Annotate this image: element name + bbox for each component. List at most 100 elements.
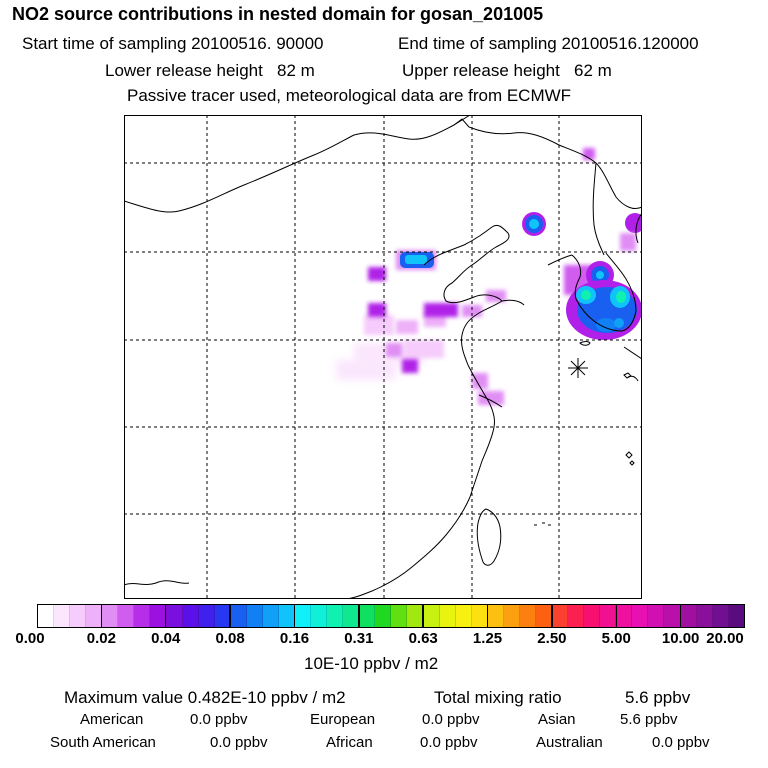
map-panel [124, 115, 642, 599]
colorbar-swatch [519, 605, 536, 627]
colorbar-tick-label: 0.63 [408, 630, 438, 647]
islets [534, 522, 551, 526]
colorbar-swatch [311, 605, 328, 627]
colorbar-swatch [230, 605, 247, 627]
jeju-island [579, 341, 591, 346]
colorbar-tick-label: 1.25 [472, 630, 503, 647]
colorbar-swatch [118, 605, 135, 627]
colorbar-swatch [728, 605, 744, 627]
region-south-american-label: South American [50, 734, 156, 751]
colorbar-swatch [584, 605, 601, 627]
plume-cell [478, 391, 504, 405]
region-african-label: African [326, 734, 373, 751]
total-mixing-value: 5.6 ppbv [625, 688, 691, 707]
colorbar-tick [615, 604, 618, 628]
figure-title: NO2 source contributions in nested domai… [12, 4, 544, 24]
plume-cell [386, 343, 402, 357]
border-line [478, 394, 503, 408]
colorbar-tick-label: 5.00 [601, 630, 631, 647]
graticule [124, 115, 642, 599]
colorbar-swatch [278, 605, 295, 627]
upper-release-height: Upper release height 62 m [402, 61, 612, 80]
border-line [501, 299, 525, 306]
colorbar-swatch [166, 605, 183, 627]
colorbar-swatch [198, 605, 215, 627]
plume-cell [405, 255, 427, 264]
border-line [592, 162, 605, 256]
region-south-american-value: 0.0 ppbv [210, 734, 268, 751]
colorbar-swatch [262, 605, 279, 627]
region-australian-value: 0.0 ppbv [652, 734, 710, 751]
colorbar-tick [229, 604, 231, 628]
plume-cell [424, 303, 458, 317]
colorbar-tick [551, 604, 553, 628]
colorbar-tick-label: 20.00 [706, 630, 744, 647]
colorbar-tick [293, 604, 296, 628]
colorbar-swatch [327, 605, 344, 627]
island [629, 460, 635, 466]
lower-release-height: Lower release height 82 m [105, 61, 315, 80]
colorbar-swatch [70, 605, 87, 627]
border-line [124, 118, 470, 213]
colorbar-swatch [102, 605, 119, 627]
taiwan [476, 508, 502, 566]
colorbar-swatch [38, 605, 55, 627]
colorbar-tick-label: 0.04 [151, 630, 181, 647]
colorbar-swatch [471, 605, 488, 627]
colorbar-tick-label: 2.50 [537, 630, 567, 647]
china-coast [343, 224, 510, 599]
colorbar-swatch [246, 605, 263, 627]
plume-cell [336, 360, 396, 380]
colorbar-tick-label: 0.31 [344, 630, 374, 647]
colorbar-swatch [54, 605, 71, 627]
colorbar-tick-label: 0.16 [279, 630, 310, 647]
japan-coast [623, 346, 642, 360]
colorbar-swatch [359, 605, 376, 627]
colorbar-tick-label: 0.02 [86, 630, 116, 647]
colorbar-swatch [600, 605, 617, 627]
colorbar-swatch [632, 605, 649, 627]
colorbar-tick [100, 604, 103, 628]
plume-cell [472, 373, 488, 389]
total-mixing-label: Total mixing ratio [434, 688, 562, 707]
colorbar-tick-label: 0.08 [215, 630, 245, 647]
plume-cell [620, 233, 636, 251]
colorbar-swatch [295, 605, 312, 627]
region-african-value: 0.0 ppbv [420, 734, 478, 751]
colorbar-swatch [182, 605, 199, 627]
colorbar-swatch [503, 605, 520, 627]
colorbar-tick [358, 604, 360, 628]
colorbar-swatch [455, 605, 472, 627]
colorbar-swatch [407, 605, 424, 627]
coastlines [124, 115, 642, 599]
border-line [468, 126, 642, 210]
colorbar-swatch [423, 605, 440, 627]
plume-cell [616, 291, 626, 303]
region-american-value: 0.0 ppbv [190, 711, 248, 728]
colorbar-swatch [616, 605, 633, 627]
plume-cell [581, 290, 591, 300]
plume-cell [368, 267, 386, 281]
plume-cell [486, 290, 506, 302]
plume-cell [368, 303, 386, 317]
colorbar-swatch [568, 605, 585, 627]
plume-cell [529, 219, 539, 229]
colorbar-swatch [712, 605, 729, 627]
end-time: End time of sampling 20100516.120000 [398, 34, 699, 53]
colorbar-tick [679, 604, 682, 628]
plume-cell [396, 320, 418, 334]
colorbar-tick [164, 604, 167, 628]
border-line [453, 115, 471, 126]
colorbar-swatch [439, 605, 456, 627]
colorbar-swatch [648, 605, 665, 627]
start-time: Start time of sampling 20100516. 90000 [22, 34, 324, 53]
colorbar-swatch [343, 605, 360, 627]
plume-cell [614, 318, 624, 328]
colorbar-tick [486, 604, 489, 628]
colorbar-swatch [214, 605, 231, 627]
colorbar [37, 604, 745, 628]
island [625, 451, 633, 459]
colorbar-swatch [487, 605, 504, 627]
border-line [547, 254, 573, 266]
tracer-note: Passive tracer used, meteorological data… [127, 86, 572, 105]
